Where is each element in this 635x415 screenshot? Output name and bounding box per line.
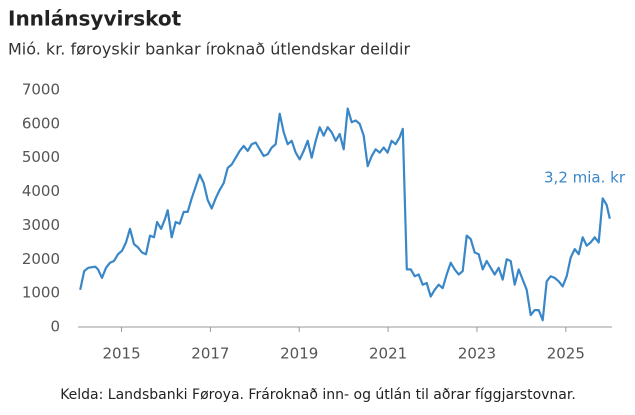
x-tick-label: 2021 — [369, 345, 407, 363]
y-tick-label: 3000 — [22, 216, 60, 234]
y-tick-label: 1000 — [22, 284, 60, 302]
chart-title: Innlánsyvirskot — [8, 7, 182, 31]
x-tick-label: 2023 — [458, 345, 496, 363]
x-tick-label: 2017 — [191, 345, 229, 363]
y-tick-label: 5000 — [22, 148, 60, 166]
y-tick-label: 0 — [50, 318, 60, 336]
line — [79, 107, 611, 322]
source: Kelda: Landsbanki Føroya. Frároknað inn-… — [60, 387, 576, 403]
chart-subtitle: Mió. kr. føroyskir bankar íroknað útlend… — [8, 40, 410, 59]
x-tick-label: 2019 — [280, 345, 318, 363]
y-tick-label: 2000 — [22, 250, 60, 268]
x-tick-label: 2025 — [547, 345, 585, 363]
y-tick-label: 6000 — [22, 114, 60, 132]
y-tick-label: 7000 — [22, 81, 60, 99]
x-tick-label: 2015 — [102, 345, 140, 363]
y-tick-label: 4000 — [22, 182, 60, 200]
annotation: 3,2 mia. kr — [544, 169, 626, 187]
